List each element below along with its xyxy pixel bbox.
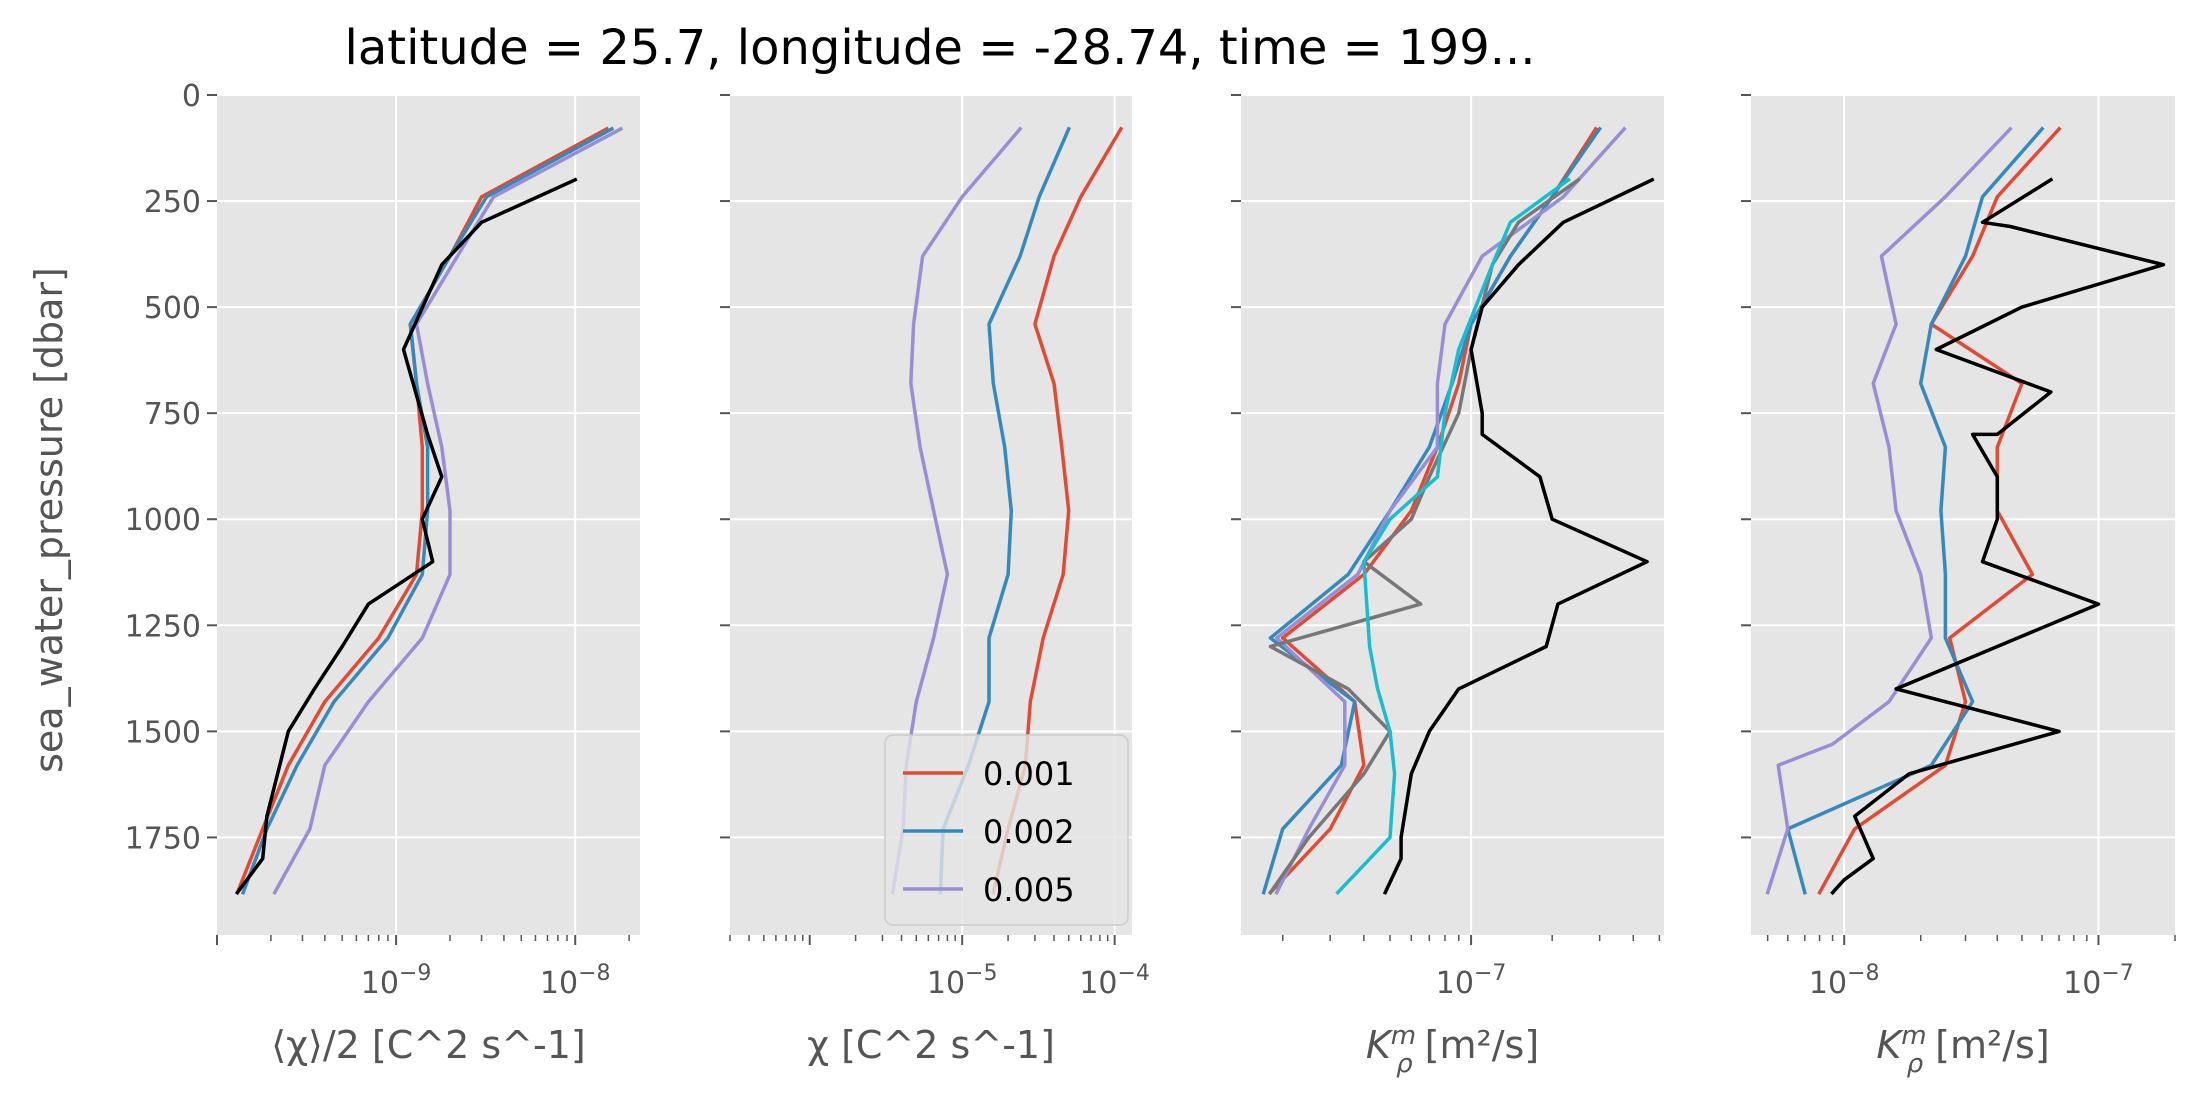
- y-tick-label: 1250: [125, 609, 201, 644]
- series-line-3: [1274, 126, 1627, 895]
- legend-box: [884, 734, 1129, 926]
- y-tick-label: 1750: [125, 821, 201, 856]
- x-tick-label: 10−8: [540, 961, 611, 1001]
- x-axis-label: χ [C^2 s^-1]: [807, 1023, 1055, 1067]
- x-tick-label: 10−7: [2063, 961, 2134, 1001]
- y-tick-label: 0: [182, 79, 201, 114]
- legend-label: 0.001: [983, 755, 1075, 793]
- y-tick-label: 1000: [125, 503, 201, 538]
- x-axis-label: Km ρ [m²/s]: [1876, 1021, 2049, 1079]
- x-tick-label: 10−4: [1079, 961, 1150, 1001]
- y-axis-label: sea_water_pressure [dbar]: [27, 267, 71, 773]
- x-axis-label: ⟨χ⟩/2 [C^2 s^-1]: [271, 1023, 585, 1067]
- x-tick-label: 10−7: [1436, 961, 1507, 1001]
- x-tick-label: 10−5: [927, 961, 998, 1001]
- plot-area: [1751, 95, 2175, 935]
- x-tick-label: 10−8: [1809, 961, 1880, 1001]
- x-tick-label: 10−9: [361, 961, 432, 1001]
- panel-3: 10−7 Km ρ [m²/s]: [1231, 94, 1664, 1079]
- panel-1: 0 250 500 750 1000 1250 1500 1750 10−9 10−8 ⟨χ⟩/2 …: [125, 79, 640, 1067]
- y-tick-label: 250: [144, 185, 201, 220]
- legend-label: 0.002: [983, 813, 1075, 851]
- x-axis-label: Km ρ [m²/s]: [1366, 1021, 1539, 1079]
- series-line-6: [1382, 177, 1655, 895]
- series-line-2: [1786, 126, 2045, 895]
- series-line-4: [1830, 177, 2166, 896]
- y-tick-label: 750: [144, 397, 201, 432]
- panel-2: 10−5 10−4 χ [C^2 s^-1] 0.001 0.002 0.005: [720, 94, 1150, 1067]
- legend-label: 0.005: [983, 871, 1075, 909]
- y-tick-label: 1500: [125, 715, 201, 750]
- series-line-3: [272, 126, 624, 895]
- series-line-5: [1335, 177, 1571, 896]
- panel-4: 10−8 10−7 Km ρ [m²/s]: [1741, 94, 2176, 1079]
- y-tick-label: 500: [144, 291, 201, 326]
- plot-area: [1241, 95, 1664, 935]
- series-line-3: [1765, 126, 2013, 895]
- chart-title: latitude = 25.7, longitude = -28.74, tim…: [344, 20, 1536, 76]
- series-line-4: [234, 177, 578, 896]
